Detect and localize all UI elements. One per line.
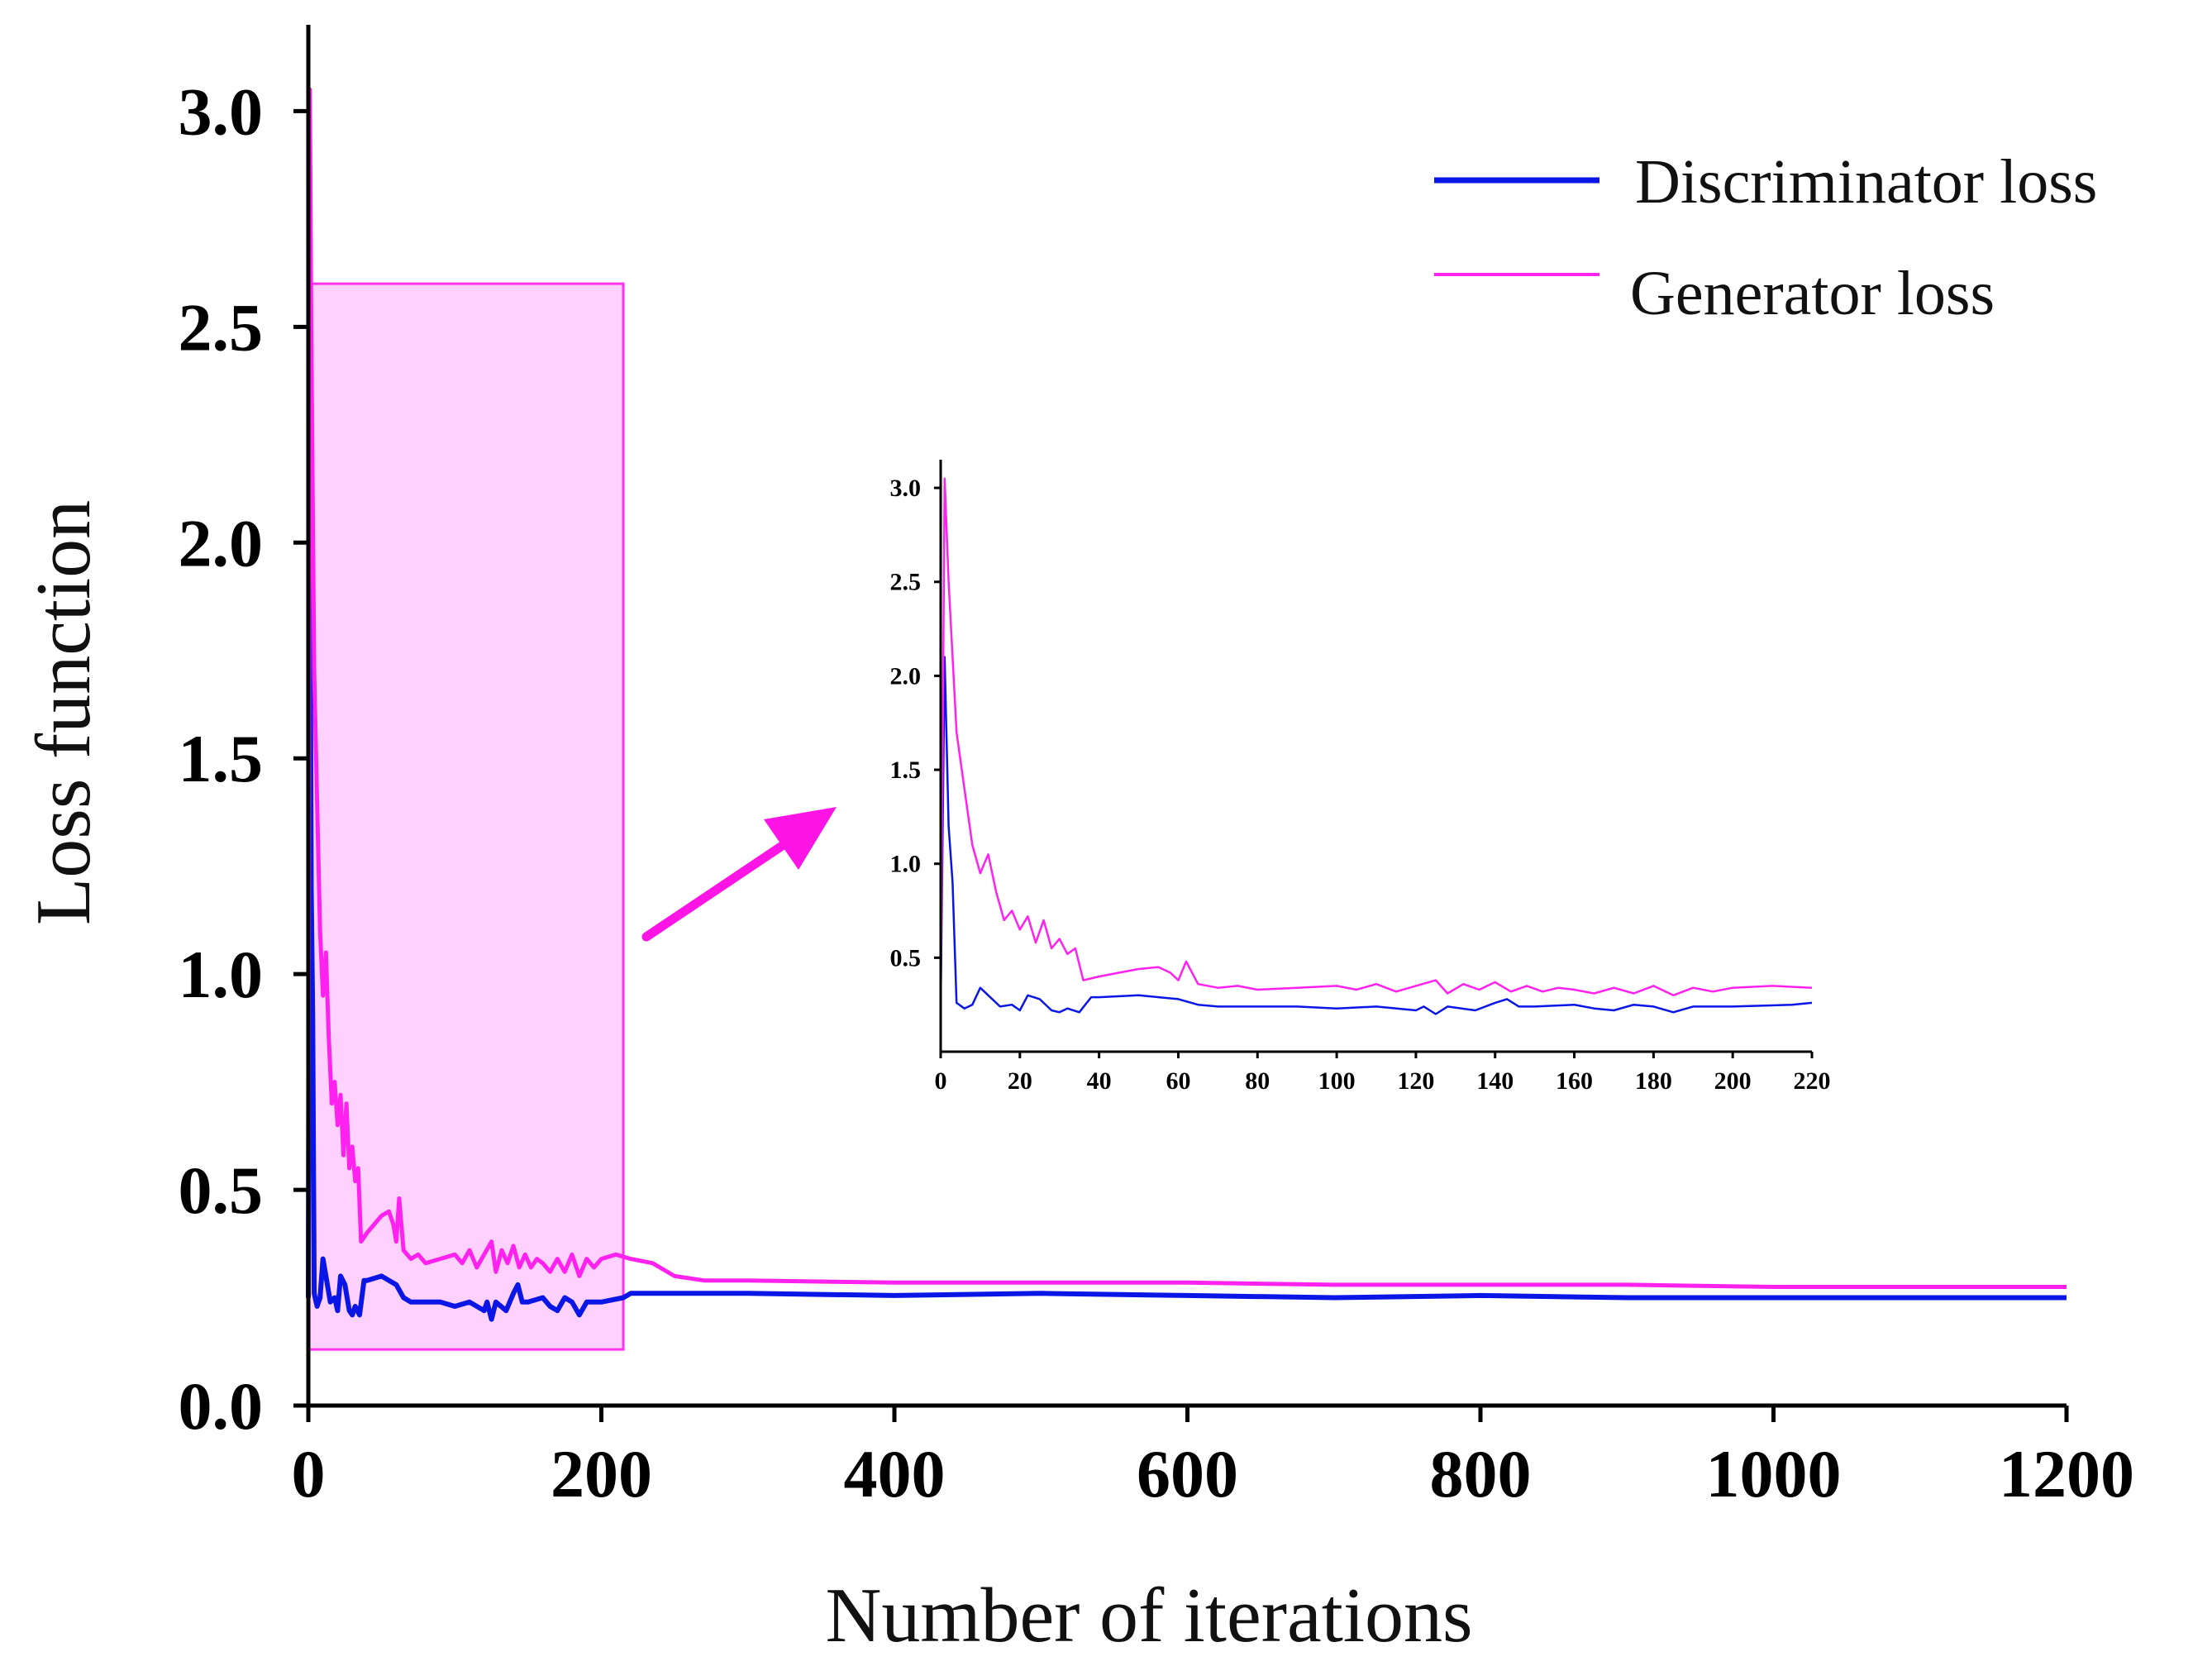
main-x-tick-label: 800: [1430, 1436, 1532, 1511]
inset-y-tick-label: 3.0: [890, 475, 922, 502]
main-plot-lines: [306, 87, 2067, 1322]
inset-y-ticks: 0.5 1.0 1.5 2.0 2.5 3.0: [890, 475, 941, 971]
main-y-tick-label: 2.5: [179, 289, 264, 365]
inset-x-tick-label: 80: [1245, 1067, 1270, 1095]
inset-chart: 0 20 40 60 80 100 120 140 160 180 200 220 0.5 1.0 1.5…: [890, 460, 1831, 1095]
main-x-tick-label: 0: [292, 1436, 326, 1511]
inset-x-tick-label: 160: [1556, 1067, 1593, 1095]
legend: Discriminator loss Generator loss: [1434, 147, 2097, 328]
inset-x-tick-label: 180: [1635, 1067, 1672, 1095]
zoom-arrow: [641, 807, 837, 942]
inset-plot-lines: [939, 477, 1813, 1015]
main-x-tick-label: 1200: [1999, 1436, 2134, 1511]
main-y-tick-label: 1.5: [179, 721, 264, 796]
inset-x-tick-label: 140: [1476, 1067, 1514, 1095]
inset-y-tick-label: 0.5: [890, 944, 922, 971]
legend-label-discriminator: Discriminator loss: [1635, 147, 2097, 217]
main-x-axis-label: Number of iterations: [825, 1573, 1472, 1659]
inset-x-ticks: 0 20 40 60 80 100 120 140 160 180 200 220: [935, 1052, 1831, 1095]
inset-x-tick-label: 200: [1714, 1067, 1752, 1095]
inset-x-tick-label: 120: [1397, 1067, 1434, 1095]
legend-label-generator: Generator loss: [1630, 259, 1995, 328]
main-x-tick-label: 1000: [1706, 1436, 1842, 1511]
main-series-line-generator-loss: [306, 87, 2067, 1298]
main-y-tick-label: 0.0: [179, 1368, 264, 1444]
inset-y-tick-label: 1.0: [890, 851, 922, 878]
inset-y-tick-label: 2.0: [890, 662, 922, 690]
inset-x-tick-label: 40: [1087, 1067, 1112, 1095]
inset-x-tick-label: 220: [1794, 1067, 1831, 1095]
inset-y-tick-label: 1.5: [890, 757, 922, 784]
inset-x-tick-label: 60: [1166, 1067, 1190, 1095]
main-y-tick-label: 2.0: [179, 505, 264, 580]
main-x-tick-label: 600: [1137, 1436, 1238, 1511]
inset-y-tick-label: 2.5: [890, 569, 922, 596]
main-series-line-discriminator-loss: [306, 497, 2067, 1322]
main-y-ticks: 0.0 0.5 1.0 1.5 2.0 2.5 3.0: [179, 74, 308, 1444]
inset-x-tick-label: 20: [1008, 1067, 1032, 1095]
main-y-tick-label: 3.0: [179, 74, 264, 149]
highlight-region: [307, 282, 625, 1351]
main-x-tick-label: 400: [844, 1436, 946, 1511]
inset-x-tick-label: 100: [1318, 1067, 1356, 1095]
inset-series-line-generator-loss: [939, 477, 1813, 1005]
inset-x-tick-label: 0: [935, 1067, 947, 1095]
inset-series-line-discriminator-loss: [939, 656, 1813, 1015]
main-y-tick-label: 0.5: [179, 1153, 264, 1228]
main-x-tick-label: 200: [551, 1436, 652, 1511]
main-x-ticks: 0 200 400 600 800 1000 1200: [292, 1406, 2134, 1511]
main-y-axis-label: Loss function: [21, 500, 107, 925]
main-y-tick-label: 1.0: [179, 937, 264, 1012]
main-chart: 0 200 400 600 800 1000 1200 0.00.51.01.52.02.5…: [21, 25, 2134, 1659]
